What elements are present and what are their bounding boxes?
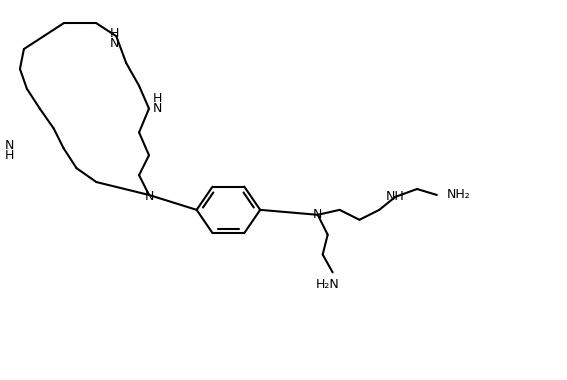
Text: H₂N: H₂N [316,278,340,291]
Text: N: N [153,102,162,115]
Text: N: N [145,190,154,203]
Text: H: H [5,149,14,162]
Text: N: N [5,139,14,152]
Text: NH₂: NH₂ [447,188,471,201]
Text: H: H [153,92,162,105]
Text: N: N [109,36,119,49]
Text: NH: NH [386,190,404,203]
Text: H: H [109,27,119,40]
Text: N: N [313,208,323,221]
